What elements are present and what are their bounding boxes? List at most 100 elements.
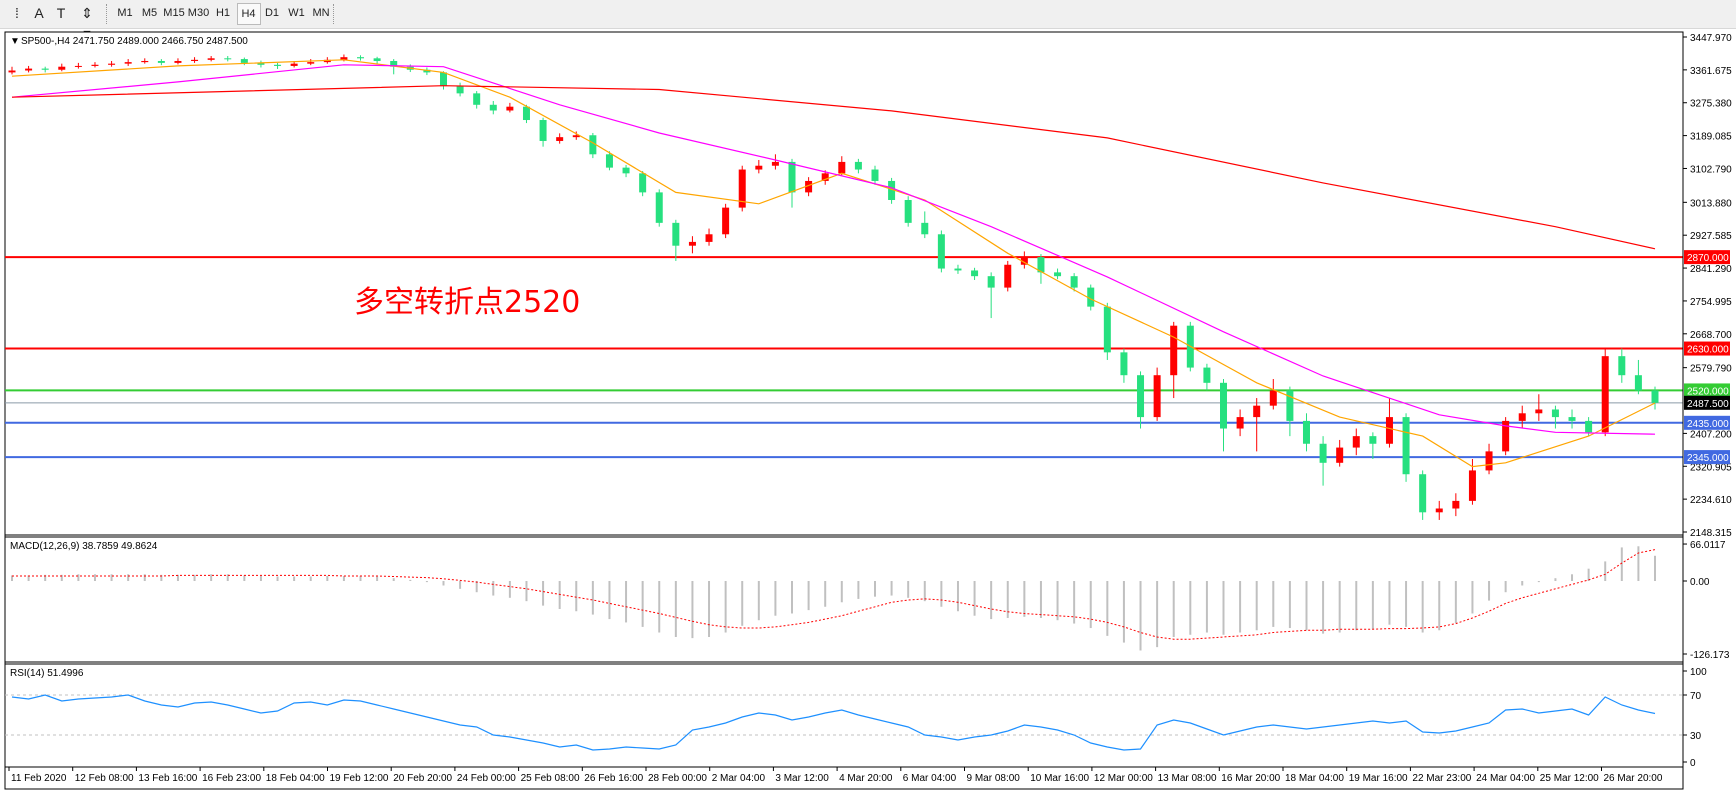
candle-body xyxy=(74,65,82,67)
candle-body xyxy=(489,104,497,111)
time-tick-label: 24 Feb 00:00 xyxy=(457,773,516,784)
text-tool-icon[interactable]: A xyxy=(34,5,44,21)
price-tick-label: 2148.315 xyxy=(1690,528,1732,539)
price-tick-label: 3447.970 xyxy=(1690,33,1732,44)
grid-tool-icon[interactable]: ⁞ xyxy=(15,5,19,21)
candle-body xyxy=(274,64,282,66)
candle-body xyxy=(240,59,248,63)
timeframe-mn[interactable]: MN xyxy=(312,7,330,19)
timeframe-h1[interactable]: H1 xyxy=(215,7,231,19)
timeframe-m1[interactable]: M1 xyxy=(117,7,133,19)
macd-tick-label: 66.0117 xyxy=(1690,540,1726,551)
rsi-tick-label: 0 xyxy=(1690,758,1696,769)
time-tick-label: 11 Feb 2020 xyxy=(11,773,67,784)
time-tick-label: 10 Mar 16:00 xyxy=(1030,773,1089,784)
moving-average-slow xyxy=(11,85,1656,250)
candle-body xyxy=(1651,390,1659,403)
candle-body xyxy=(539,120,547,141)
level-badge-label: 2435.000 xyxy=(1687,419,1729,430)
candle-body xyxy=(307,62,315,64)
timeframe-d1[interactable]: D1 xyxy=(264,7,280,19)
candle-body xyxy=(1269,390,1277,406)
candle-body xyxy=(556,137,564,141)
time-tick-label: 12 Mar 00:00 xyxy=(1094,773,1153,784)
time-tick-label: 12 Feb 08:00 xyxy=(75,773,134,784)
level-badge xyxy=(1684,250,1730,265)
candle-body xyxy=(1286,390,1294,421)
candle-body xyxy=(904,200,912,223)
candle-body xyxy=(224,58,232,60)
candle-body xyxy=(755,165,763,170)
candle-body xyxy=(1137,375,1145,418)
candle-body xyxy=(1435,508,1443,513)
candle-body xyxy=(1153,375,1161,418)
price-tick-label: 3013.880 xyxy=(1690,198,1732,209)
timeframe-m30[interactable]: M30 xyxy=(187,7,210,19)
candle-body xyxy=(456,85,464,94)
candles xyxy=(8,54,1659,520)
candle-body xyxy=(1535,409,1543,414)
price-tick-label: 2234.610 xyxy=(1690,495,1732,506)
candle-body xyxy=(805,180,813,193)
candle-body xyxy=(1551,409,1559,418)
price-tick-label: 3102.790 xyxy=(1690,164,1732,175)
level-badge-label: 2630.000 xyxy=(1687,345,1729,356)
timeframe-m15[interactable]: M15 xyxy=(163,7,185,19)
candle-body xyxy=(1336,447,1344,463)
candle-body xyxy=(1253,405,1261,418)
price-tick-label: 3189.085 xyxy=(1690,132,1732,143)
candle-body xyxy=(141,60,149,63)
time-tick-label: 19 Mar 16:00 xyxy=(1349,773,1408,784)
candle-body xyxy=(572,135,580,138)
candle-body xyxy=(124,62,132,64)
candle-body xyxy=(1054,272,1062,277)
price-tick-label: 3361.675 xyxy=(1690,66,1732,77)
time-tick-label: 13 Feb 16:00 xyxy=(138,773,197,784)
candle-body xyxy=(1419,474,1427,513)
candle-body xyxy=(340,57,348,60)
candle-body xyxy=(1485,451,1493,471)
candle-body xyxy=(439,72,447,86)
candle-body xyxy=(871,169,879,181)
macd-signal-line xyxy=(12,549,1656,640)
macd-tick-label: -126.173 xyxy=(1690,650,1730,661)
time-tick-label: 25 Feb 08:00 xyxy=(521,773,580,784)
rsi-tick-label: 70 xyxy=(1690,691,1702,702)
candle-body xyxy=(91,64,99,66)
candle-body xyxy=(1452,500,1460,509)
text-label-tool-icon[interactable]: T xyxy=(56,5,66,21)
candle-body xyxy=(1585,420,1593,433)
candle-body xyxy=(1634,375,1642,391)
candle-body xyxy=(1020,257,1028,265)
price-tick-label: 2841.290 xyxy=(1690,264,1732,275)
macd-tick-label: 0.00 xyxy=(1690,577,1710,588)
candle-body xyxy=(622,167,630,174)
level-badge-label: 2870.000 xyxy=(1687,253,1729,264)
time-tick-label: 22 Mar 23:00 xyxy=(1412,773,1471,784)
level-badge xyxy=(1684,383,1730,398)
candle-body xyxy=(157,60,165,63)
timeframe-w1[interactable]: W1 xyxy=(288,7,305,19)
level-badge xyxy=(1684,450,1730,465)
price-tick-label: 2407.200 xyxy=(1690,429,1732,440)
candle-body xyxy=(1568,417,1576,421)
timeframe-h4[interactable]: H4 xyxy=(236,3,261,25)
toolbar-separator xyxy=(106,4,109,24)
price-tick-label: 2668.700 xyxy=(1690,330,1732,341)
candle-body xyxy=(1103,306,1111,353)
chart-frame xyxy=(4,31,1684,790)
candle-body xyxy=(639,173,647,193)
candle-body xyxy=(921,222,929,235)
time-tick-label: 28 Feb 00:00 xyxy=(648,773,707,784)
time-tick-label: 13 Mar 08:00 xyxy=(1158,773,1217,784)
time-tick-label: 9 Mar 08:00 xyxy=(967,773,1021,784)
candle-body xyxy=(290,63,298,66)
collapse-triangle-icon[interactable]: ▼ xyxy=(10,36,20,47)
time-tick-label: 2 Mar 04:00 xyxy=(712,773,766,784)
candle-body xyxy=(390,60,398,67)
timeframe-m5[interactable]: M5 xyxy=(141,7,158,19)
candle-body xyxy=(1518,413,1526,421)
candle-body xyxy=(605,154,613,168)
